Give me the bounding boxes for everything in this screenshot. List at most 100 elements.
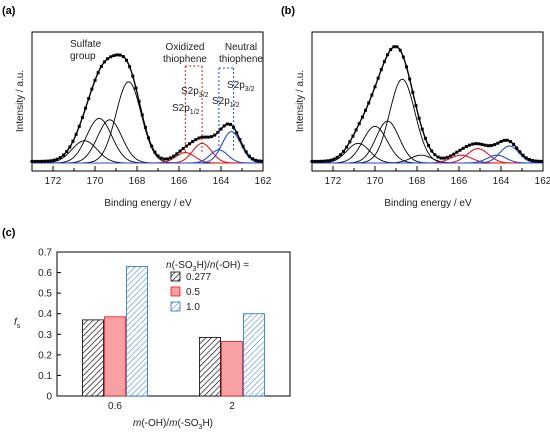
panel-c-x-axis-title: m(-OH)/m(-SO3H) [133,418,213,431]
a-x-tick-label: 168 [129,176,146,187]
legend-label: 0.277 [186,272,211,283]
b-data-point [439,156,443,160]
annotation-neutral-line2: thiophene [219,54,263,65]
legend-entries: 0.277 0.5 1.0 [170,271,211,313]
a-data-point [232,125,236,129]
b-data-point [427,144,431,148]
b-data-point [423,136,427,140]
a-data-point [251,157,254,161]
a-data-point [102,60,106,64]
a-data-point [159,156,163,160]
b-data-point [480,142,484,146]
a-data-point [153,150,157,154]
b-data-point [367,101,371,105]
b-data-point [398,48,402,52]
b-x-tick-label: 162 [535,176,550,187]
a-component-neutral-7 [32,131,264,164]
b-data-point [395,45,399,49]
c-y-tick-label: 0.4 [38,309,52,320]
a-data-point [87,97,91,101]
a-data-point [228,122,232,126]
a-data-point [244,150,248,154]
b-component-sulfate-0 [312,78,543,164]
b-data-point [364,108,368,112]
panel-a-marker-lines [184,65,235,152]
b-data-point [461,146,465,150]
c-x-tick-label: 0.6 [108,401,122,412]
b-data-point [518,150,522,154]
a-data-point [169,156,173,160]
b-x-tick-label: 168 [409,176,426,187]
b-data-point [408,77,412,81]
b-data-point [449,154,453,158]
b-data-point [323,159,327,163]
panel-b-curves [310,45,544,164]
b-data-point [414,104,418,108]
annotation-oxidized-line1: Oxidized [166,42,205,53]
panel-b: (b) 172 170 168 166 164 162 Binding energy / … [281,5,550,209]
a-data-point [71,139,75,143]
b-data-point [474,142,478,146]
panel-a-x-ticks: 172 170 168 166 164 162 [45,166,272,187]
panel-c-frame [56,251,291,397]
a-data-point [247,154,251,158]
b-data-point [354,128,358,132]
a-data-point [257,159,261,163]
a-data-point [181,147,185,151]
legend-swatch [170,301,181,312]
legend-label: 0.5 [186,287,200,298]
b-data-point [389,48,393,52]
a-data-point [137,99,141,103]
a-data-point [109,55,113,59]
a-data-point [112,54,116,58]
b-data-point [524,156,528,160]
a-data-point [77,124,81,128]
bar-1.0-0.6 [126,265,148,397]
a-data-point [191,140,195,144]
b-data-point [319,159,323,163]
b-data-point [534,159,538,163]
a-data-point [147,136,151,140]
legend-swatch [170,271,181,282]
b-data-point [386,53,390,57]
annotation-neutral-s2p32: S2p3/2 [227,80,255,93]
b-data-point [345,145,349,149]
b-data-point [531,159,534,163]
b-data-point [493,143,497,147]
c-y-tick-label: 0 [46,392,52,403]
a-data-point [203,135,207,139]
panel-a-label: (a) [2,5,16,17]
a-data-point [96,71,100,75]
c-y-tick-label: 0.7 [38,248,52,259]
panel-b-label: (b) [281,5,295,17]
a-data-point [74,132,78,136]
annotation-oxidized-s2p12: S2p1/2 [172,103,200,116]
bar-0.5-2 [221,341,243,397]
panel-b-x-ticks: 172 170 168 166 164 162 [325,166,550,187]
a-data-point [33,159,37,163]
annotation-sulfate-line2: group [70,51,96,62]
panel-b-y-axis-title: Intensity / a.u. [295,70,306,132]
b-data-point [499,140,503,144]
a-data-point [225,122,229,126]
b-data-point [329,158,333,162]
a-data-point [39,159,43,163]
b-data-point [537,159,541,163]
c-y-tick-label: 0.1 [38,371,52,382]
a-data-point [210,135,214,139]
b-data-point [373,85,377,89]
b-data-point [360,115,364,119]
a-data-point [128,65,132,69]
b-data-point [332,157,336,161]
a-data-point [222,124,226,128]
a-data-point [115,53,119,57]
b-data-point [316,159,320,163]
b-data-point [411,90,415,94]
b-data-point [490,144,494,148]
a-x-tick-label: 166 [171,176,188,187]
panel-c: (c) 0 0.1 0.2 0.3 0.4 0.5 0.6 0.7 0.6 2 fs m(-OH… [2,227,291,431]
a-data-point [134,86,138,90]
b-data-point [379,68,383,72]
a-data-point [106,57,110,61]
b-data-point [496,141,500,145]
